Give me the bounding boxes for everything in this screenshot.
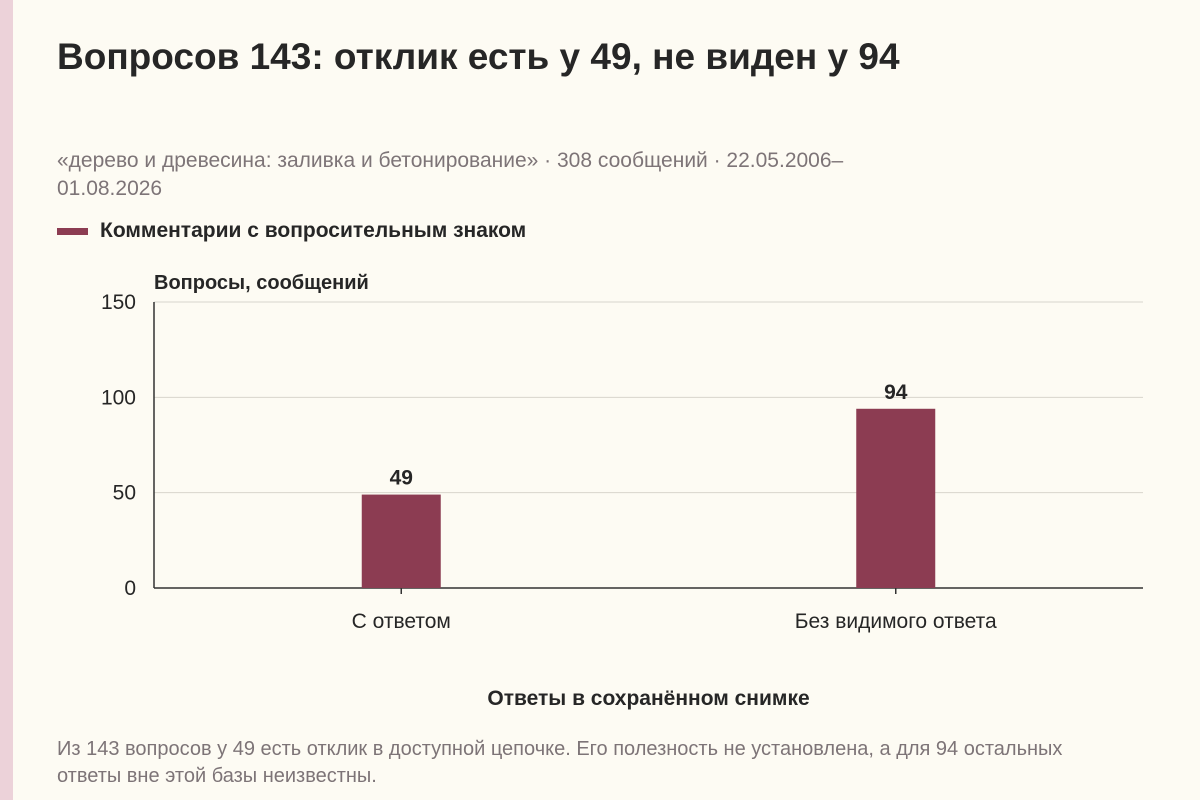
x-tick-label: Без видимого ответа	[795, 610, 997, 633]
footnote: Из 143 вопросов у 49 есть отклик в досту…	[57, 738, 1063, 787]
side-accent-strip	[0, 0, 13, 800]
x-tick-label: С ответом	[352, 610, 451, 633]
y-tick-label: 150	[101, 291, 136, 314]
bar	[856, 408, 936, 588]
y-tick-label: 100	[101, 386, 136, 409]
legend: Комментарии с вопросительным знаком	[57, 219, 526, 243]
y-axis-title: Вопросы, сообщений	[154, 272, 369, 294]
y-tick-label: 50	[113, 482, 136, 505]
data-label: 49	[390, 467, 413, 490]
bar	[361, 494, 441, 588]
data-label: 94	[884, 381, 908, 404]
chart-title: Вопросов 143: отклик есть у 49, не виден…	[57, 36, 900, 77]
legend-label: Комментарии с вопросительным знаком	[100, 219, 527, 242]
y-tick-label: 0	[124, 577, 136, 600]
chart-subtitle: «дерево и древесина: заливка и бетониров…	[57, 149, 844, 200]
legend-swatch	[57, 227, 88, 235]
